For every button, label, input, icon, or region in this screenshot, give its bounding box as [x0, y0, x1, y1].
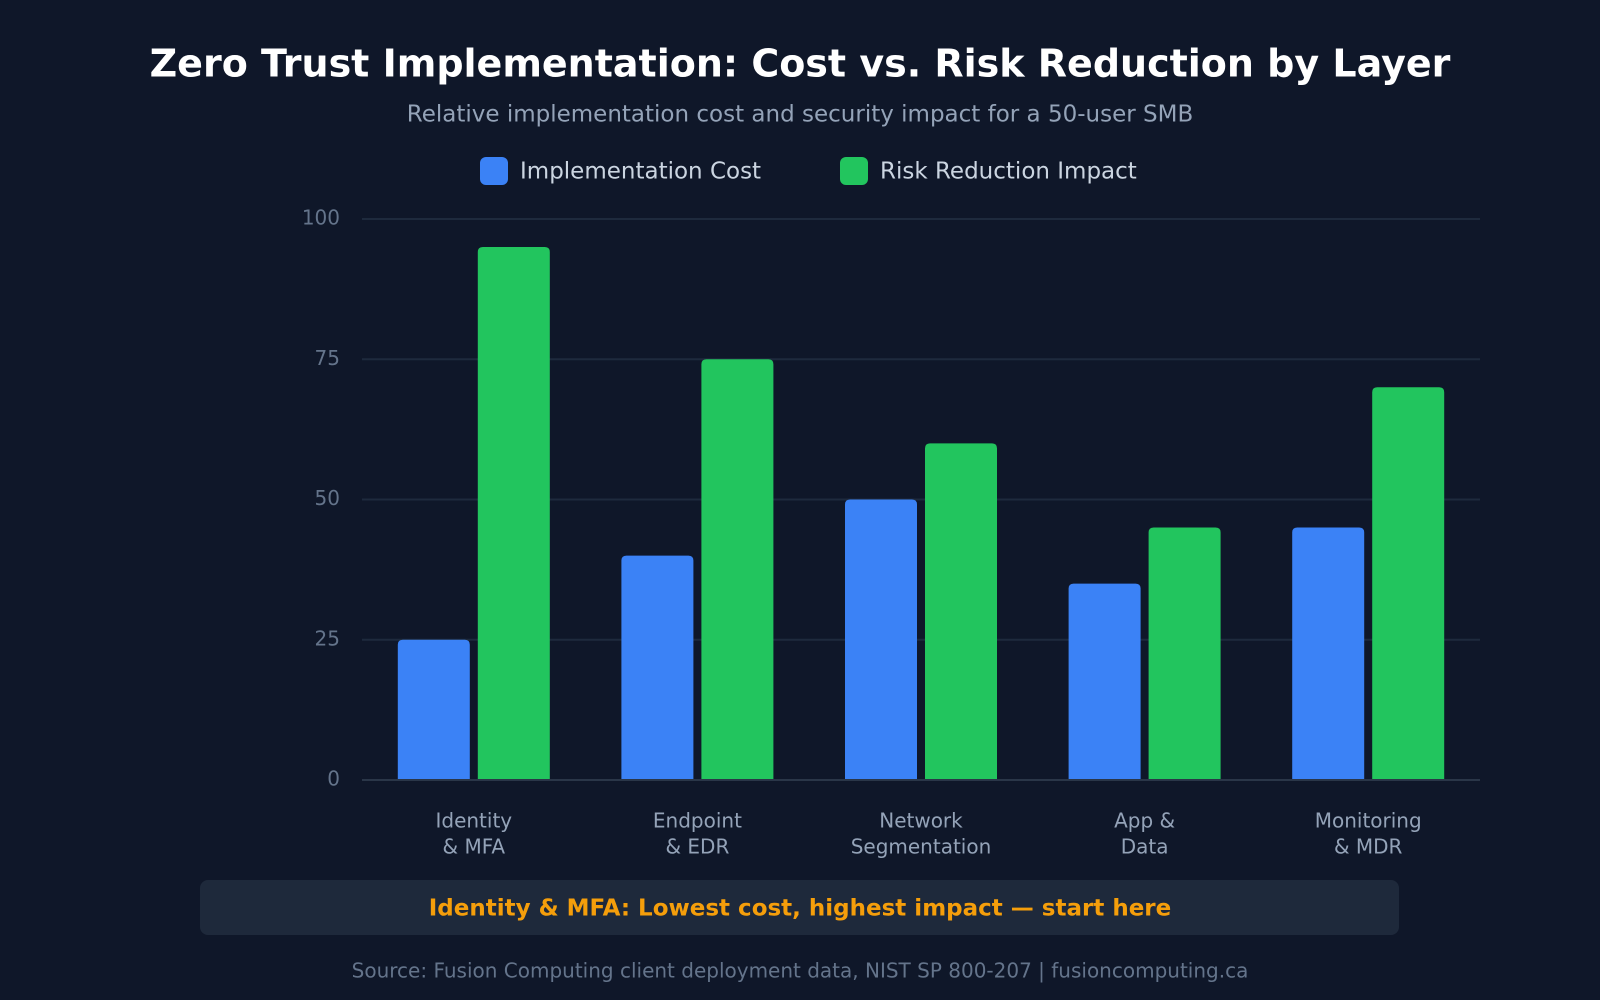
x-tick-label: Segmentation — [851, 835, 992, 859]
callout-text: Identity & MFA: Lowest cost, highest imp… — [429, 896, 1172, 922]
bar — [397, 639, 470, 780]
x-tick-label: & MDR — [1334, 835, 1403, 859]
x-tick-label: & EDR — [665, 835, 729, 859]
y-tick-label: 50 — [315, 486, 340, 510]
chart-subtitle: Relative implementation cost and securit… — [407, 102, 1193, 128]
x-tick-label: Network — [879, 809, 963, 833]
bar — [1068, 583, 1141, 780]
x-tick-label: Identity — [435, 809, 512, 833]
x-tick-label: & MFA — [443, 835, 506, 859]
x-tick-label: App & — [1114, 809, 1175, 833]
y-tick-label: 75 — [315, 346, 340, 370]
bar — [1372, 387, 1445, 780]
bar — [621, 555, 694, 780]
bar — [1292, 527, 1365, 780]
bar — [701, 359, 774, 780]
x-tick-label: Monitoring — [1315, 809, 1422, 833]
legend-swatch — [480, 157, 508, 185]
bar — [477, 247, 550, 781]
legend-swatch — [840, 157, 868, 185]
legend-label: Implementation Cost — [520, 159, 761, 185]
y-tick-label: 0 — [327, 767, 340, 791]
source-note: Source: Fusion Computing client deployme… — [352, 959, 1249, 983]
bar — [1148, 527, 1221, 780]
y-tick-label: 100 — [302, 206, 340, 230]
y-tick-label: 25 — [315, 626, 340, 650]
callout-box — [200, 880, 1399, 935]
bar — [925, 443, 997, 780]
bar — [845, 499, 917, 780]
legend-label: Risk Reduction Impact — [880, 159, 1137, 185]
x-tick-label: Data — [1121, 835, 1169, 859]
x-tick-label: Endpoint — [653, 809, 742, 833]
chart-title: Zero Trust Implementation: Cost vs. Risk… — [150, 42, 1451, 86]
